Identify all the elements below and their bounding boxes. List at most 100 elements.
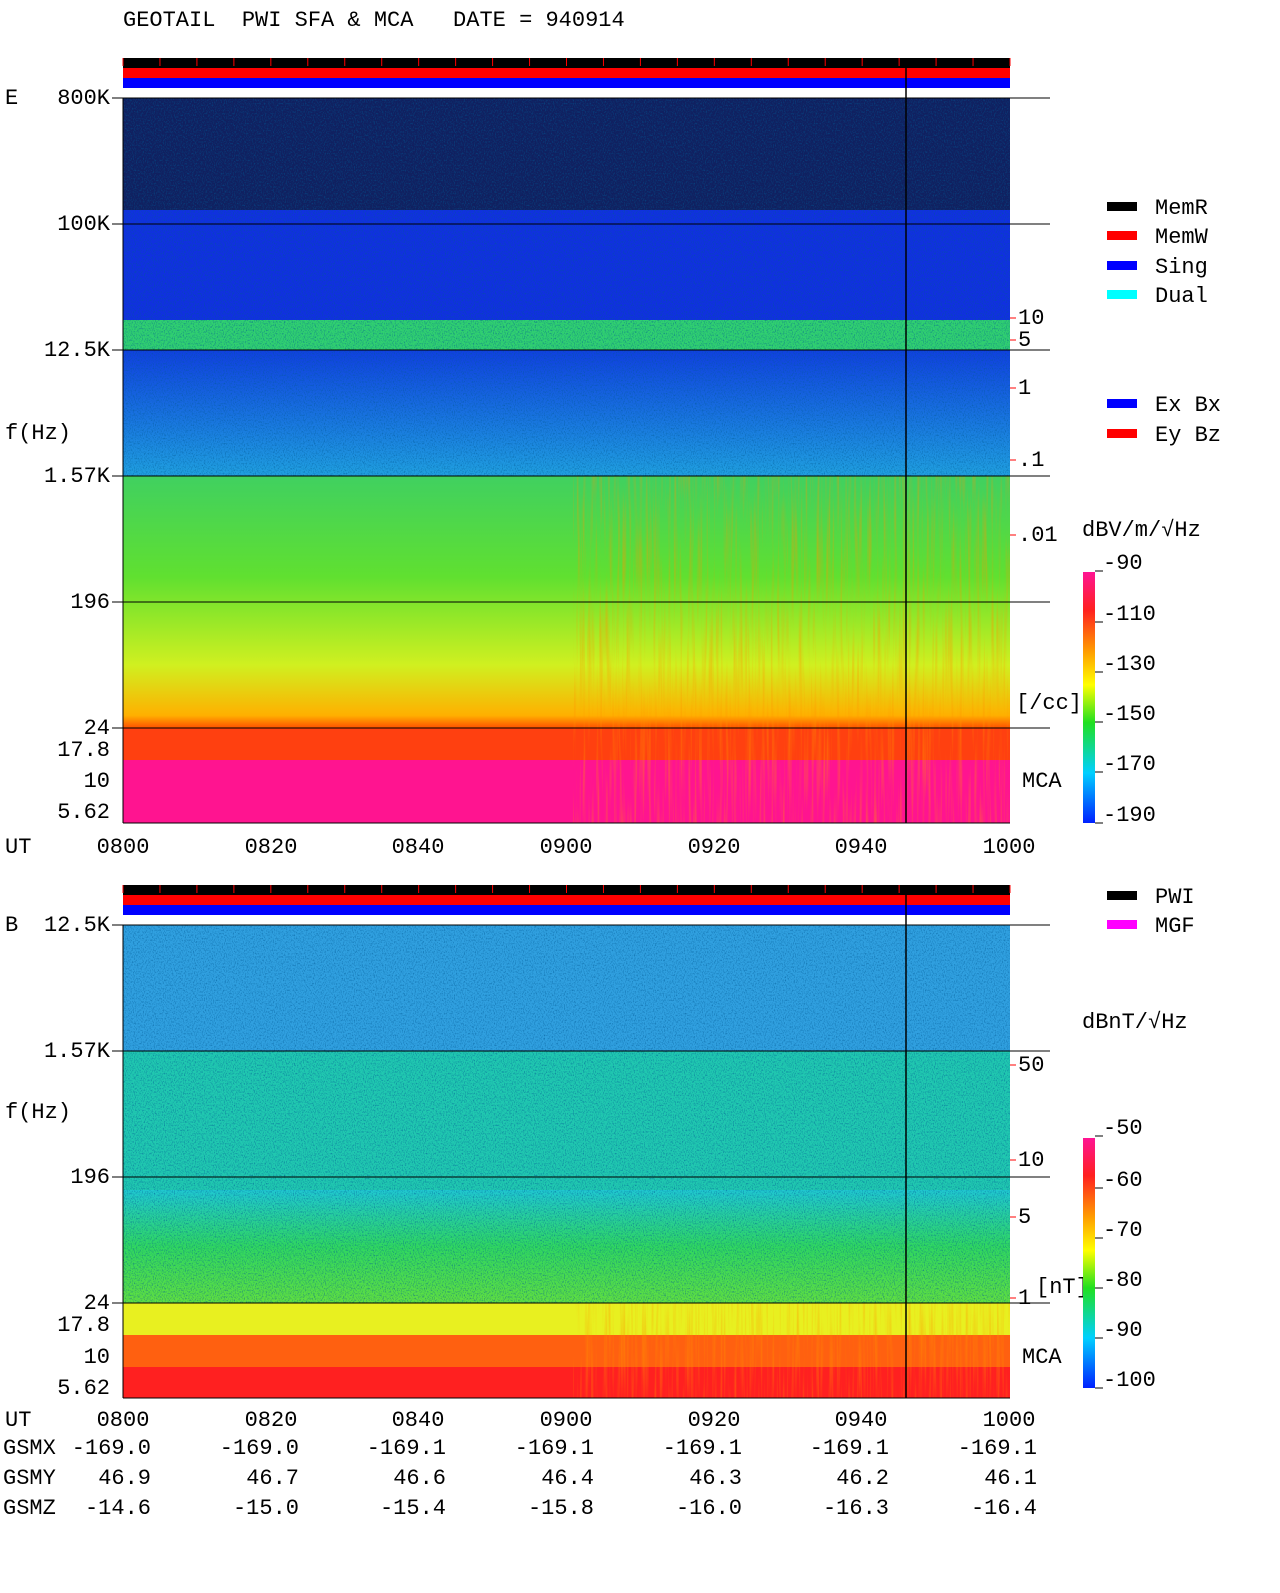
y-tick-label: 800K — [57, 86, 111, 111]
legend-swatch — [1107, 399, 1137, 408]
status-bar — [123, 895, 1010, 905]
colorbar-label: -90 — [1103, 551, 1143, 576]
orbit-label: GSMY — [3, 1466, 56, 1491]
orbit-value: -15.0 — [233, 1496, 299, 1521]
legend-swatch — [1107, 429, 1137, 438]
legend-label: Ex Bx — [1155, 393, 1221, 418]
mca-label: MCA — [1022, 1345, 1062, 1370]
orbit-value: -169.1 — [958, 1436, 1037, 1461]
y-tick-label: 10 — [84, 769, 110, 794]
colorbar-label: -70 — [1103, 1218, 1143, 1243]
orbit-value: 46.2 — [836, 1466, 889, 1491]
y-tick-label: 17.8 — [57, 1313, 110, 1338]
axis-label: f(Hz) — [5, 1100, 71, 1125]
scale-label: 1 — [1018, 1286, 1031, 1311]
x-tick-label: 0920 — [688, 1408, 741, 1433]
spectrogram-streaks — [573, 1303, 1010, 1398]
legend-label: Ey Bz — [1155, 423, 1221, 448]
status-bar — [123, 905, 1010, 915]
y-tick-label: 196 — [70, 1165, 110, 1190]
x-tick-label: 1000 — [983, 1408, 1036, 1433]
orbit-value: -169.1 — [810, 1436, 889, 1461]
legend-label: MemR — [1155, 196, 1208, 221]
y-tick-label: 5.62 — [57, 800, 110, 825]
x-tick-label: 0840 — [392, 835, 445, 860]
legend-swatch — [1107, 290, 1137, 299]
scale-unit: [/cc] — [1016, 691, 1082, 716]
y-tick-label: 24 — [84, 1291, 110, 1316]
x-tick-label: 0820 — [245, 1408, 298, 1433]
y-tick-label: 12.5K — [44, 338, 111, 363]
colorbar-label: -190 — [1103, 803, 1156, 828]
orbit-value: -16.0 — [676, 1496, 742, 1521]
legend-label: MGF — [1155, 914, 1195, 939]
legend-label: MemW — [1155, 225, 1209, 250]
colorbar — [1083, 1138, 1095, 1388]
colorbar-unit: dBnT/√Hz — [1082, 1010, 1188, 1035]
scale-label: 5 — [1018, 328, 1031, 353]
legend-swatch — [1107, 891, 1137, 900]
panel-label: E — [5, 86, 18, 111]
x-tick-label: 0800 — [97, 835, 150, 860]
colorbar-label: -80 — [1103, 1268, 1143, 1293]
orbit-value: -14.6 — [85, 1496, 151, 1521]
scale-label: 1 — [1018, 376, 1031, 401]
y-tick-label: 10 — [84, 1345, 110, 1370]
orbit-value: -169.0 — [220, 1436, 299, 1461]
scale-label: .1 — [1018, 448, 1044, 473]
colorbar-label: -50 — [1103, 1116, 1143, 1141]
scale-label: .01 — [1018, 523, 1058, 548]
y-tick-label: 100K — [57, 212, 111, 237]
y-tick-label: 196 — [70, 590, 110, 615]
legend-swatch — [1107, 920, 1137, 929]
colorbar-label: -150 — [1103, 702, 1156, 727]
colorbar-label: -110 — [1103, 602, 1156, 627]
y-tick-label: 17.8 — [57, 738, 110, 763]
title: GEOTAIL PWI SFA & MCA DATE = 940914 — [123, 8, 625, 33]
panel-label: B — [5, 913, 18, 938]
y-tick-label: 1.57K — [44, 1039, 111, 1064]
legend-swatch — [1107, 261, 1137, 270]
spectrogram-streaks — [573, 476, 1010, 823]
x-tick-label: 0940 — [835, 835, 888, 860]
x-tick-label: 0820 — [245, 835, 298, 860]
orbit-label: GSMX — [3, 1436, 56, 1461]
colorbar-label: -60 — [1103, 1168, 1143, 1193]
status-bar — [123, 78, 1010, 88]
x-tick-label: 0840 — [392, 1408, 445, 1433]
status-bar — [123, 68, 1010, 78]
mca-label: MCA — [1022, 769, 1062, 794]
x-tick-label: 0900 — [540, 1408, 593, 1433]
colorbar-label: -170 — [1103, 752, 1156, 777]
orbit-value: -169.1 — [663, 1436, 742, 1461]
x-tick-label: 0900 — [540, 835, 593, 860]
scale-label: 50 — [1018, 1053, 1044, 1078]
legend-label: PWI — [1155, 885, 1195, 910]
x-tick-label: 1000 — [983, 835, 1036, 860]
x-tick-label: 0920 — [688, 835, 741, 860]
orbit-value: -15.8 — [528, 1496, 594, 1521]
scale-label: 10 — [1018, 1148, 1044, 1173]
x-tick-label: 0800 — [97, 1408, 150, 1433]
orbit-value: 46.9 — [98, 1466, 151, 1491]
orbit-value: -16.3 — [823, 1496, 889, 1521]
colorbar-unit: dBV/m/√Hz — [1082, 518, 1201, 543]
colorbar-label: -100 — [1103, 1368, 1156, 1393]
spectrogram-noise — [123, 925, 1010, 1303]
orbit-value: 46.3 — [689, 1466, 742, 1491]
axis-label: f(Hz) — [5, 421, 71, 446]
orbit-value: -16.4 — [971, 1496, 1037, 1521]
scale-label: 5 — [1018, 1205, 1031, 1230]
scale-unit: [nT] — [1036, 1275, 1089, 1300]
y-tick-label: 12.5K — [44, 913, 111, 938]
orbit-value: 46.6 — [393, 1466, 446, 1491]
orbit-value: -15.4 — [380, 1496, 446, 1521]
orbit-value: 46.7 — [246, 1466, 299, 1491]
orbit-value: 46.4 — [541, 1466, 594, 1491]
colorbar-label: -90 — [1103, 1318, 1143, 1343]
y-tick-label: 1.57K — [44, 464, 111, 489]
orbit-value: 46.1 — [984, 1466, 1037, 1491]
orbit-label: GSMZ — [3, 1496, 56, 1521]
time-label: UT — [5, 1408, 31, 1433]
